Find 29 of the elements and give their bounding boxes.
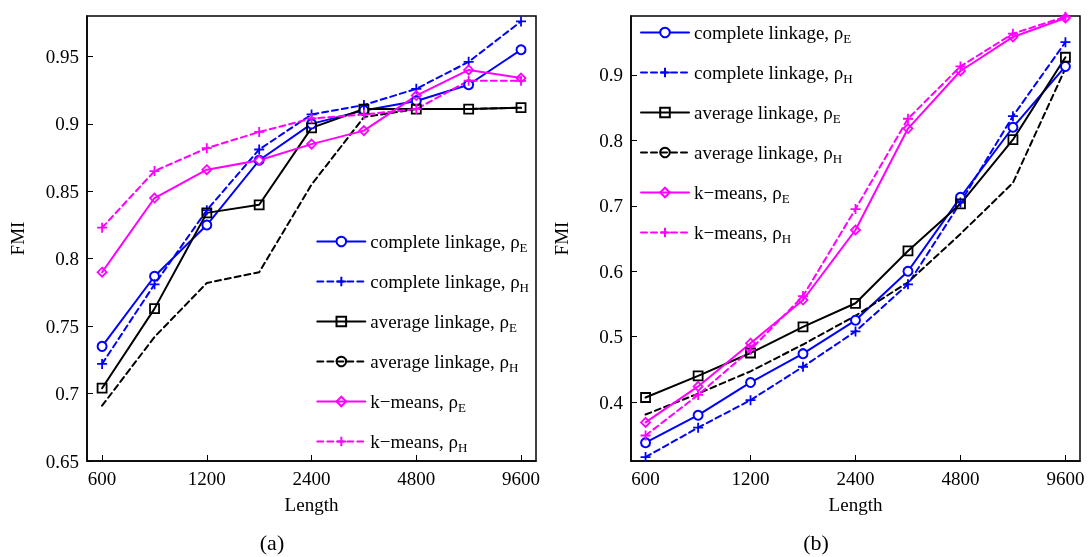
x-tick-label: 600 [87, 468, 117, 489]
y-tick-label: 0.6 [599, 260, 623, 282]
y-tick-label: 0.9 [599, 64, 623, 86]
y-axis-title: FMI [7, 221, 28, 256]
y-tick-label: 0.4 [599, 391, 624, 413]
y-tick-label: 0.65 [45, 450, 79, 472]
x-tick-label: 2400 [292, 468, 331, 489]
y-tick-label: 0.8 [55, 248, 79, 270]
x-tick-label: 9600 [502, 468, 541, 489]
x-tick-label: 4800 [397, 468, 436, 489]
x-tick-label: 600 [631, 468, 660, 489]
y-tick-label: 0.85 [45, 180, 79, 202]
x-tick-label: 9600 [1046, 468, 1085, 489]
x-tick-label: 1200 [187, 468, 226, 489]
x-tick-label: 4800 [941, 468, 980, 489]
y-tick-label: 0.5 [599, 326, 623, 348]
y-tick-label: 0.7 [599, 195, 623, 217]
y-tick-label: 0.9 [55, 113, 79, 135]
x-tick-label: 2400 [836, 468, 875, 489]
y-tick-label: 0.7 [55, 383, 79, 405]
text: (a) [259, 529, 285, 555]
x-tick-label: 1200 [731, 468, 770, 489]
text: (b) [803, 529, 829, 555]
x-axis-title: Length [284, 494, 339, 515]
y-axis-title: FMI [551, 221, 572, 256]
y-tick-label: 0.8 [599, 129, 623, 151]
x-axis-title: Length [828, 494, 883, 515]
y-tick-label: 0.75 [45, 315, 79, 337]
y-tick-label: 0.95 [45, 45, 79, 67]
